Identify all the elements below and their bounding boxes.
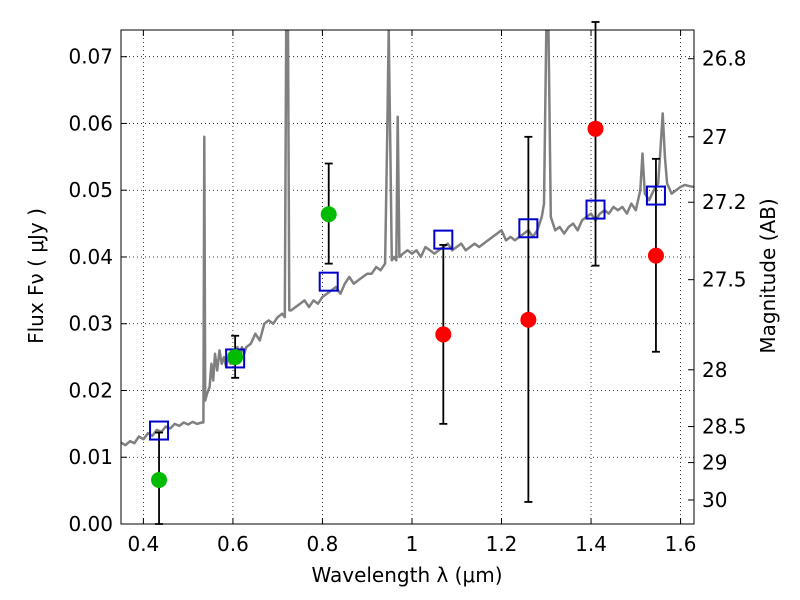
right-tick-label: 27 (702, 125, 727, 149)
right-tick-label: 29 (702, 451, 727, 475)
data-points (151, 120, 664, 488)
x-tick-label: 0.6 (217, 532, 249, 556)
detection-point (320, 206, 337, 223)
y-tick-label: 0.06 (68, 111, 113, 135)
x-tick-label: 1 (406, 532, 419, 556)
y-tick-label: 0.01 (68, 445, 113, 469)
ticks (121, 30, 694, 525)
right-tick-label: 27.5 (702, 268, 747, 292)
x-tick-label: 1.4 (575, 532, 607, 556)
x-tick-label: 1.6 (665, 532, 697, 556)
right-tick-label: 28 (702, 358, 727, 382)
detection-point (151, 471, 168, 488)
spectrum-series (121, 30, 694, 447)
right-tick-label: 28.5 (702, 415, 747, 439)
x-tick-label: 1.2 (486, 532, 518, 556)
y-tick-label: 0.05 (68, 178, 113, 202)
right-tick-label: 26.8 (702, 47, 747, 71)
right-tick-label: 30 (702, 488, 727, 512)
model-point-square (585, 199, 606, 220)
y-tick-label: 0.04 (68, 245, 113, 269)
y-tick-label: 0.03 (68, 312, 113, 336)
upper-limit-point (647, 247, 664, 264)
model-point-square (433, 229, 454, 250)
y-tick-label: 0.02 (68, 378, 113, 402)
x-tick-label: 0.8 (307, 532, 339, 556)
spectrum-line (121, 30, 694, 447)
x-axis-label: Wavelength λ (μm) (311, 563, 502, 587)
model-point-square (318, 271, 339, 292)
y-tick-label: 0.07 (68, 45, 113, 69)
upper-limit-point (520, 311, 537, 328)
model-point-square (149, 420, 170, 441)
y-tick-label: 0.00 (68, 512, 113, 536)
model-point-square (645, 185, 666, 206)
tick-labels: 0.4 0.6 0.8 1 1.2 1.4 1.6 0.00 0.01 0.02 0.03 0.04 0… (68, 45, 746, 556)
upper-limit-point (587, 120, 604, 137)
plot-background (121, 30, 694, 524)
model-points (149, 185, 666, 441)
x-tick-label: 0.4 (127, 532, 159, 556)
y-axis-right-label: Magnitude (AB) (756, 198, 780, 353)
y-axis-label: Flux Fν ( μJy ) (24, 208, 48, 344)
model-point-square (518, 218, 539, 239)
right-tick-label: 27.2 (702, 190, 747, 214)
plot-frame (120, 29, 695, 525)
upper-limit-point (435, 326, 452, 343)
detection-point (227, 349, 244, 366)
